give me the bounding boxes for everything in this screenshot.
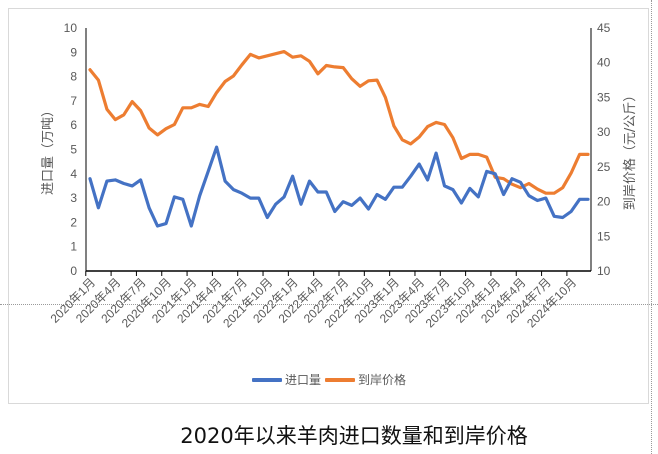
page-boundary-horizontal [0,304,658,305]
landed-price-swatch [325,377,355,382]
right-tick-label: 40 [597,56,611,70]
legend-item-landed-price: 到岸价格 [325,371,406,388]
import-volume-swatch [251,377,282,382]
left-tick-label: 3 [70,191,77,205]
right-tick-label: 15 [597,229,611,243]
legend-item-import-volume: 进口量 [251,371,321,388]
right-tick-label: 45 [597,21,611,35]
right-tick-label: 20 [597,195,611,209]
right-axis-ticks: 10 15 20 25 30 35 40 45 [597,21,611,278]
right-axis-title: 到岸价格（元/公斤） [622,89,638,210]
left-axis-title: 进口量（万吨） [41,104,56,195]
legend-label: 进口量 [284,373,321,387]
left-tick-label: 8 [70,70,77,84]
left-axis-ticks: 0 1 2 3 4 5 6 7 8 9 10 [64,21,78,278]
left-tick-label: 4 [70,167,77,181]
left-tick-label: 7 [70,94,77,108]
x-axis-ticks: 2020年1月2020年4月2020年7月2020年10月2021年1月2021… [48,271,579,330]
chart-frame [8,8,649,404]
left-tick-label: 0 [70,264,77,278]
left-tick-label: 9 [70,45,77,59]
legend: 进口量 到岸价格 [0,371,658,388]
right-tick-label: 30 [597,125,611,139]
left-tick-label: 5 [70,143,77,157]
left-tick-label: 2 [70,215,77,229]
import-volume-line [88,145,590,228]
left-tick-label: 1 [70,240,77,254]
right-tick-label: 25 [597,160,611,174]
landed-price-line [88,49,590,195]
legend-label: 到岸价格 [358,373,407,387]
figure-caption: 2020年以来羊肉进口数量和到岸价格 [180,424,528,448]
page-boundary-vertical [651,0,652,454]
right-tick-label: 10 [597,264,611,278]
left-tick-label: 10 [64,21,78,35]
left-tick-label: 6 [70,118,77,132]
right-tick-label: 35 [597,90,611,104]
